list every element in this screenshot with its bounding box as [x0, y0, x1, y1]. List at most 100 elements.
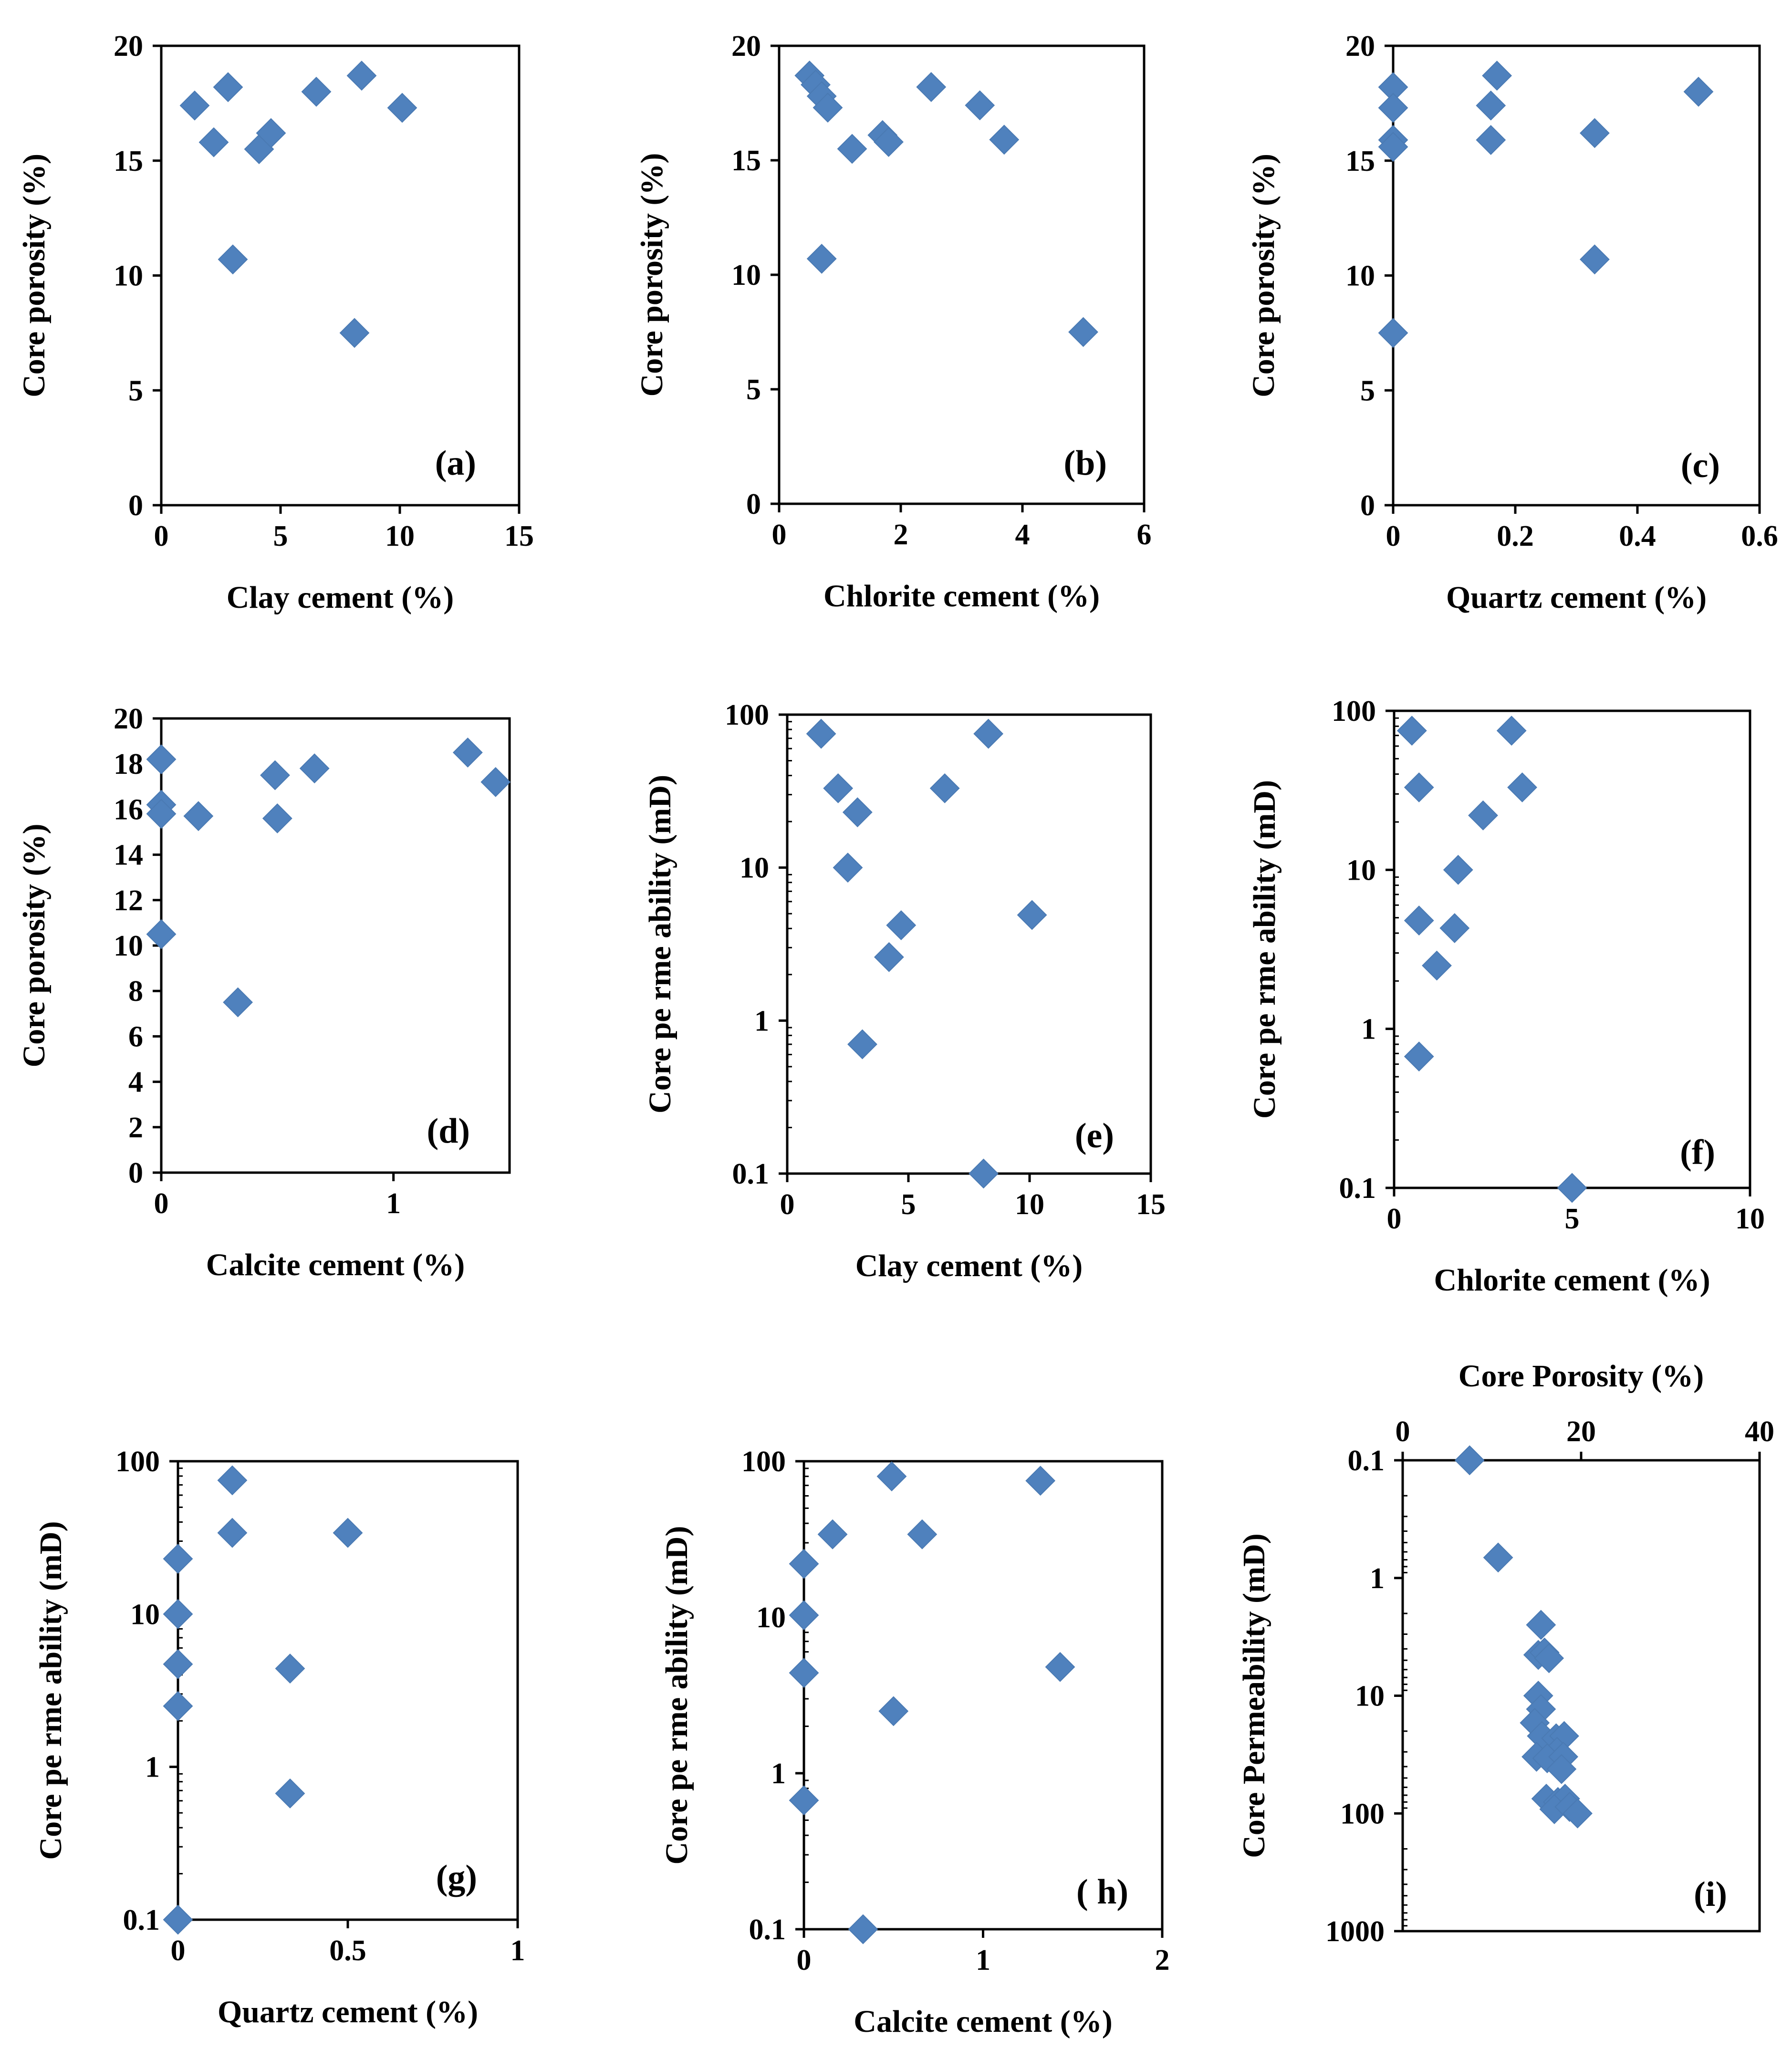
data-point-a-6 — [301, 76, 332, 107]
data-point-i-16 — [1546, 1754, 1577, 1784]
y-tick-label-f-0: 0.1 — [1339, 1172, 1376, 1205]
data-point-b-9 — [965, 90, 995, 121]
data-point-h-1 — [789, 1600, 819, 1631]
data-point-c-1 — [1378, 93, 1408, 123]
y-tick-label-b-4: 20 — [731, 30, 761, 62]
y-tick-label-h-3: 100 — [741, 1445, 786, 1478]
x-tick-label-a-3: 15 — [504, 520, 534, 552]
data-point-e-7 — [929, 773, 960, 803]
y-tick-label-h-1: 1 — [771, 1757, 786, 1790]
panel-e: 0 5 10 15 0.1 1 10 100 Clay cement (%) Core pe rm… — [643, 699, 1166, 1283]
data-point-a-5 — [256, 118, 286, 148]
x-tick-label-g-2: 1 — [511, 1934, 525, 1967]
x-tick-label-e-0: 0 — [780, 1188, 795, 1221]
y-axis-label-c: Core porosity (%) — [1246, 154, 1281, 397]
y-tick-label-b-2: 10 — [731, 259, 761, 291]
data-point-f-4 — [1422, 950, 1452, 981]
data-point-g-1 — [163, 1599, 193, 1629]
plot-frame-f — [1393, 709, 1751, 1189]
panel-i: 0 20 40 0.1 1 10 100 1000 Core Porosity (%) Core … — [1237, 1359, 1774, 1948]
y-axis-label-h: Core pe rme ability (mD) — [659, 1526, 694, 1865]
x-axis-label-e: Clay cement (%) — [855, 1248, 1083, 1283]
data-point-h-2 — [789, 1658, 819, 1688]
y-tick-label-d-5: 10 — [114, 930, 143, 962]
data-point-f-5 — [1439, 913, 1470, 943]
data-point-e-10 — [969, 1158, 999, 1189]
data-point-d-4 — [183, 801, 214, 832]
y-axis-label-f: Core pe rme ability (mD) — [1247, 780, 1282, 1119]
x-tick-label-e-1: 5 — [901, 1188, 916, 1221]
data-point-e-6 — [847, 1029, 877, 1060]
y-tick-label-f-1: 1 — [1361, 1013, 1376, 1046]
y-tick-label-c-1: 5 — [1360, 374, 1375, 407]
data-point-b-8 — [916, 72, 947, 102]
y-tick-label-d-10: 20 — [114, 703, 143, 735]
data-point-d-2 — [146, 799, 177, 829]
y-tick-label-f-3: 100 — [1332, 695, 1376, 728]
x-axis-label-d: Calcite cement (%) — [206, 1248, 465, 1282]
y-tick-label-d-8: 16 — [114, 793, 143, 826]
y-tick-label-b-3: 15 — [731, 145, 761, 177]
data-point-c-5 — [1476, 90, 1506, 121]
data-point-f-3 — [1404, 1041, 1434, 1072]
data-point-g-7 — [275, 1653, 305, 1684]
data-point-g-4 — [163, 1904, 193, 1935]
y-tick-label-h-2: 10 — [756, 1601, 786, 1634]
y-tick-label-i-3: 100 — [1340, 1798, 1385, 1830]
data-point-e-3 — [833, 853, 863, 883]
x-axis-label-g: Quartz cement (%) — [218, 1995, 478, 2029]
data-point-i-22 — [1563, 1798, 1593, 1829]
data-point-f-8 — [1496, 716, 1527, 746]
data-point-b-4 — [806, 243, 837, 274]
data-point-g-5 — [217, 1465, 248, 1496]
y-tick-label-d-3: 6 — [128, 1020, 143, 1053]
x-tick-label-a-0: 0 — [154, 520, 169, 552]
x-tick-label-c-2: 0.4 — [1619, 520, 1656, 552]
data-point-a-9 — [387, 93, 417, 123]
y-tick-label-d-2: 4 — [128, 1066, 143, 1099]
x-tick-label-a-1: 5 — [273, 520, 288, 552]
data-point-i-5 — [1534, 1643, 1564, 1674]
y-tick-label-i-2: 10 — [1355, 1680, 1385, 1713]
y-tick-label-e-1: 1 — [754, 1005, 769, 1037]
data-point-h-3 — [789, 1785, 819, 1816]
panel-f: 0 5 10 0.1 1 10 100 Chlorite cement (%) Core pe … — [1247, 695, 1765, 1298]
x-tick-label-i-2: 40 — [1745, 1415, 1774, 1448]
y-tick-label-c-4: 20 — [1345, 30, 1375, 62]
data-point-f-10 — [1557, 1173, 1587, 1203]
y-axis-label-a: Core porosity (%) — [17, 154, 52, 397]
panel-label-a: (a) — [435, 444, 476, 483]
data-point-a-1 — [198, 127, 229, 157]
data-point-g-0 — [163, 1544, 193, 1574]
y-tick-label-d-9: 18 — [114, 748, 143, 780]
panel-label-h: ( h) — [1076, 1872, 1128, 1912]
data-point-h-0 — [789, 1549, 819, 1579]
data-point-g-2 — [163, 1649, 193, 1679]
data-point-g-3 — [163, 1691, 193, 1721]
x-tick-label-g-0: 0 — [171, 1934, 186, 1967]
data-point-a-0 — [179, 90, 210, 121]
data-point-h-6 — [876, 1461, 907, 1492]
x-tick-label-f-0: 0 — [1387, 1203, 1402, 1235]
x-tick-label-i-1: 20 — [1566, 1415, 1596, 1448]
y-tick-label-g-1: 1 — [145, 1751, 160, 1784]
y-tick-label-g-0: 0.1 — [123, 1904, 160, 1936]
plot-frame-h — [802, 1460, 1164, 1931]
data-point-c-8 — [1579, 118, 1610, 148]
x-axis-label-b: Chlorite cement (%) — [823, 579, 1100, 614]
y-tick-label-i-0: 0.1 — [1348, 1445, 1385, 1477]
data-point-e-2 — [842, 797, 873, 828]
x-tick-label-h-2: 2 — [1155, 1944, 1170, 1976]
x-axis-label-a: Clay cement (%) — [227, 580, 454, 615]
y-axis-label-e: Core pe rme ability (mD) — [643, 775, 677, 1113]
panel-label-b: (b) — [1064, 444, 1107, 483]
x-axis-label-h: Calcite cement (%) — [854, 2004, 1112, 2039]
data-point-c-4 — [1378, 318, 1408, 348]
data-point-a-3 — [218, 244, 248, 275]
x-tick-label-e-2: 10 — [1015, 1188, 1044, 1221]
y-tick-label-d-4: 8 — [128, 975, 143, 1008]
y-tick-label-a-1: 5 — [128, 374, 143, 407]
data-point-c-9 — [1579, 244, 1610, 275]
x-axis-label-i: Core Porosity (%) — [1459, 1359, 1704, 1393]
x-axis-label-f: Chlorite cement (%) — [1434, 1263, 1710, 1298]
